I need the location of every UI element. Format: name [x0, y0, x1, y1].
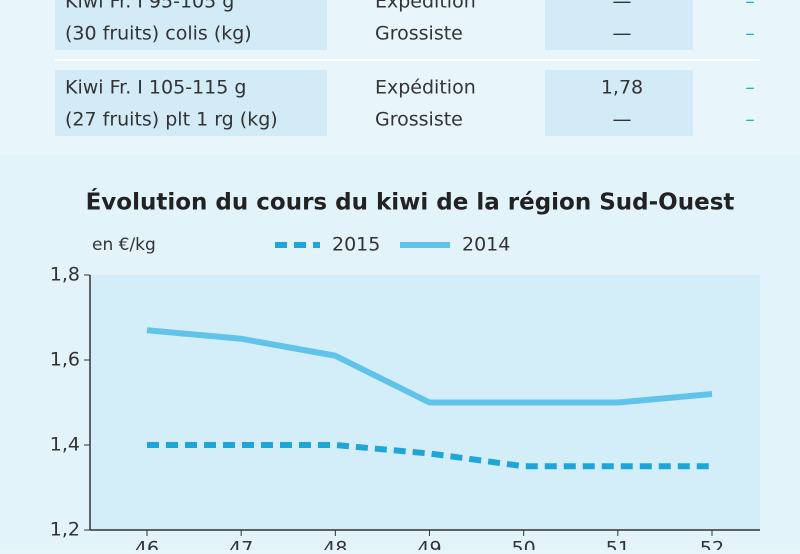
price-text: —: [613, 109, 632, 131]
trend-text: –: [745, 23, 755, 45]
price-text: 1,78: [601, 77, 643, 99]
trend-text: –: [745, 109, 755, 131]
x-tick-label: 48: [323, 538, 347, 551]
stage-text: Grossiste: [375, 109, 463, 131]
x-tick-label: 46: [135, 538, 159, 551]
stage-text: Expédition: [375, 0, 476, 13]
series-line: [146, 327, 713, 406]
x-tick-label: 52: [700, 538, 724, 551]
stage-text: Expédition: [375, 77, 476, 99]
stage-text: Grossiste: [375, 23, 463, 45]
x-tick-label: 51: [606, 538, 630, 551]
product-text: (30 fruits) colis (kg): [65, 23, 252, 45]
y-axis-label: en €/kg: [92, 235, 156, 255]
price-text: —: [613, 0, 632, 13]
x-tick-label: 50: [512, 538, 536, 551]
cell-bg: [55, 0, 327, 50]
cell-bg: [545, 70, 693, 136]
x-tick-label: 49: [417, 538, 441, 551]
y-tick-label: 1,2: [50, 519, 80, 541]
product-text: Kiwi Fr. I 105-115 g: [65, 77, 246, 99]
y-tick-label: 1,6: [50, 349, 80, 371]
trend-text: –: [745, 0, 755, 13]
y-tick-label: 1,4: [50, 434, 80, 456]
trend-text: –: [745, 77, 755, 99]
legend-label: 2015: [332, 234, 380, 256]
price-text: —: [613, 23, 632, 45]
product-text: Kiwi Fr. I 95-105 g: [65, 0, 234, 13]
x-tick-label: 47: [229, 538, 253, 551]
product-text: (27 fruits) plt 1 rg (kg): [65, 109, 278, 131]
chart-title: Évolution du cours du kiwi de la région …: [86, 188, 735, 216]
cell-bg: [55, 70, 327, 136]
legend-label: 2014: [462, 234, 510, 256]
cell-bg: [545, 0, 693, 50]
y-tick-label: 1,8: [50, 264, 80, 286]
